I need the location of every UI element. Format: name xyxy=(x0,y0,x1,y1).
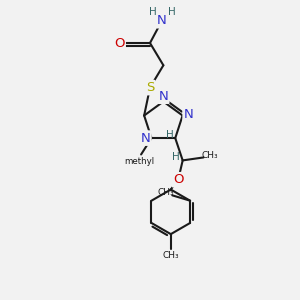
Text: H: H xyxy=(172,152,180,162)
Text: O: O xyxy=(173,173,184,186)
Text: methyl: methyl xyxy=(124,157,155,166)
Text: S: S xyxy=(146,81,154,94)
Text: N: N xyxy=(158,90,168,103)
Text: N: N xyxy=(184,107,194,121)
Text: CH₃: CH₃ xyxy=(163,251,179,260)
Text: O: O xyxy=(114,37,124,50)
Text: H: H xyxy=(148,8,156,17)
Text: CH₃: CH₃ xyxy=(201,152,218,160)
Text: H: H xyxy=(166,130,174,140)
Text: N: N xyxy=(157,14,167,27)
Text: H: H xyxy=(167,8,175,17)
Text: N: N xyxy=(141,132,150,145)
Text: CH₃: CH₃ xyxy=(158,188,174,197)
